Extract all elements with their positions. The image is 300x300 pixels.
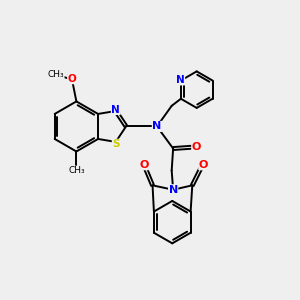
Text: N: N [152, 122, 162, 131]
Text: CH₃: CH₃ [68, 166, 85, 175]
Text: N: N [111, 104, 120, 115]
Text: N: N [169, 185, 178, 195]
Text: O: O [68, 74, 76, 84]
Text: O: O [139, 160, 148, 170]
Text: N: N [176, 75, 185, 85]
Text: CH₃: CH₃ [47, 70, 64, 80]
Text: S: S [112, 139, 120, 149]
Text: O: O [199, 160, 208, 170]
Text: O: O [192, 142, 201, 152]
